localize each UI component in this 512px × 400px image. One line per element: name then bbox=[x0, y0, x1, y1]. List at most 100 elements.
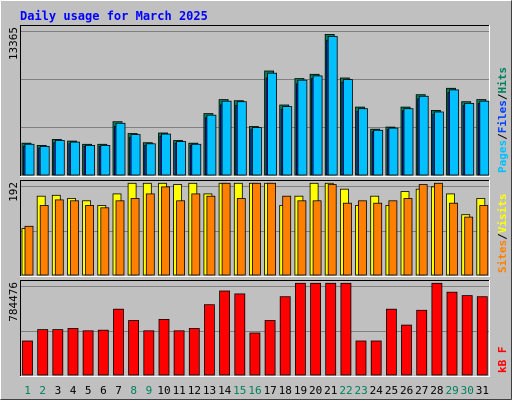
visitors-bar-sites-day-4 bbox=[70, 200, 79, 276]
requests-legend-item: / bbox=[496, 133, 509, 140]
volume-bar-kb-f-day-6 bbox=[97, 329, 109, 376]
visitors-bar-sites-day-31 bbox=[479, 205, 489, 276]
day-label: 5 bbox=[85, 384, 92, 397]
volume-bar-kb-f-day-28 bbox=[431, 282, 443, 376]
volume-panel: 784476 kB F bbox=[7, 280, 509, 377]
requests-bar-pages-day-31 bbox=[479, 100, 490, 176]
visitors-bar-sites-day-28 bbox=[433, 182, 443, 276]
volume-bar-kb-f-day-23 bbox=[355, 340, 367, 376]
requests-bar-pages-day-4 bbox=[70, 141, 80, 176]
volume-bar-kb-f-day-11 bbox=[173, 330, 185, 376]
day-label: 3 bbox=[55, 384, 62, 397]
day-label: 4 bbox=[70, 384, 77, 397]
volume-bar-kb-f-day-15 bbox=[234, 293, 246, 376]
visitors-bar-sites-day-3 bbox=[54, 199, 64, 276]
volume-legend: kB F bbox=[496, 347, 509, 374]
requests-legend: Pages/Files/Hits bbox=[496, 67, 509, 173]
requests-bar-pages-day-30 bbox=[464, 103, 475, 176]
requests-ymax-label: 13365 bbox=[7, 27, 20, 60]
visitors-ymax-label: 192 bbox=[7, 182, 20, 202]
requests-bar-pages-day-13 bbox=[206, 114, 217, 176]
requests-bar-pages-day-16 bbox=[251, 127, 262, 176]
day-label: 8 bbox=[130, 384, 137, 397]
volume-bar-kb-f-day-29 bbox=[446, 291, 458, 376]
day-label: 27 bbox=[415, 384, 428, 397]
volume-bar-kb-f-day-12 bbox=[188, 328, 200, 376]
day-label: 26 bbox=[400, 384, 413, 397]
day-label: 11 bbox=[173, 384, 186, 397]
visitors-panel: 192 Sites/Visits bbox=[7, 180, 509, 277]
visitors-bar-sites-day-16 bbox=[251, 182, 261, 276]
requests-bar-pages-day-6 bbox=[100, 144, 111, 176]
visitors-bar-sites-day-12 bbox=[191, 193, 201, 276]
day-label: 15 bbox=[233, 384, 246, 397]
day-label: 19 bbox=[294, 384, 307, 397]
volume-bar-kb-f-day-24 bbox=[370, 340, 382, 376]
day-label: 30 bbox=[461, 384, 474, 397]
day-label: 13 bbox=[203, 384, 216, 397]
volume-bar-kb-f-day-7 bbox=[113, 308, 124, 376]
requests-bar-pages-day-21 bbox=[327, 36, 338, 176]
day-label: 14 bbox=[218, 384, 232, 397]
requests-legend-item: Hits bbox=[496, 67, 509, 94]
volume-bar-kb-f-day-25 bbox=[385, 308, 397, 376]
requests-bar-pages-day-10 bbox=[161, 133, 171, 176]
volume-bar-kb-f-day-30 bbox=[461, 295, 473, 376]
day-label: 21 bbox=[324, 384, 337, 397]
requests-bar-pages-day-5 bbox=[85, 144, 95, 176]
day-label: 6 bbox=[100, 384, 107, 397]
day-label: 7 bbox=[115, 384, 122, 397]
day-label: 2 bbox=[39, 384, 46, 397]
volume-bar-kb-f-day-26 bbox=[401, 324, 412, 376]
visitors-bar-sites-day-1 bbox=[24, 225, 34, 276]
requests-bar-pages-day-3 bbox=[54, 140, 65, 176]
volume-bar-kb-f-day-13 bbox=[203, 304, 215, 376]
requests-legend-item: Files bbox=[496, 100, 509, 133]
volume-bar-kb-f-day-10 bbox=[158, 318, 170, 376]
visitors-bar-sites-day-10 bbox=[161, 186, 170, 276]
requests-bar-pages-day-2 bbox=[39, 145, 50, 176]
visitors-bar-sites-day-17 bbox=[267, 182, 277, 276]
volume-bar-kb-f-day-2 bbox=[37, 329, 49, 376]
visitors-bar-sites-day-9 bbox=[145, 193, 155, 276]
visitors-bar-sites-day-20 bbox=[312, 200, 322, 276]
requests-bar-pages-day-24 bbox=[373, 129, 384, 176]
visitors-bar-sites-day-22 bbox=[342, 202, 352, 276]
volume-bar-kb-f-day-16 bbox=[249, 332, 261, 376]
volume-bar-kb-f-day-8 bbox=[128, 320, 140, 376]
requests-bar-pages-day-9 bbox=[145, 143, 156, 176]
visitors-bar-sites-day-26 bbox=[403, 198, 413, 276]
volume-bar-kb-f-day-22 bbox=[340, 282, 352, 376]
day-label: 18 bbox=[279, 384, 292, 397]
visitors-legend-item: Visits bbox=[496, 194, 509, 234]
volume-bar-kb-f-day-19 bbox=[294, 282, 306, 376]
requests-bar-pages-day-8 bbox=[130, 134, 141, 176]
day-label: 28 bbox=[430, 384, 443, 397]
requests-bar-pages-day-17 bbox=[267, 72, 278, 176]
visitors-bar-sites-day-23 bbox=[358, 200, 367, 276]
day-label: 10 bbox=[157, 384, 170, 397]
visitors-legend: Sites/Visits bbox=[496, 194, 509, 274]
volume-bar-kb-f-day-27 bbox=[416, 309, 428, 376]
visitors-bar-sites-day-21 bbox=[327, 184, 337, 276]
volume-bar-kb-f-day-20 bbox=[310, 282, 322, 376]
visitors-bar-sites-day-8 bbox=[130, 198, 140, 276]
visitors-bar-sites-day-29 bbox=[449, 202, 458, 276]
day-label: 23 bbox=[354, 384, 367, 397]
visitors-bar-sites-day-25 bbox=[388, 200, 398, 276]
volume-bar-kb-f-day-4 bbox=[67, 328, 79, 376]
volume-ymax-label: 784476 bbox=[7, 282, 20, 322]
volume-bar-kb-f-day-18 bbox=[279, 296, 291, 376]
volume-bar-kb-f-day-21 bbox=[325, 282, 337, 376]
visitors-bar-sites-day-15 bbox=[236, 198, 246, 276]
requests-bar-pages-day-27 bbox=[418, 95, 429, 176]
visitors-bar-sites-day-27 bbox=[418, 184, 428, 276]
day-label: 20 bbox=[309, 384, 322, 397]
volume-bar-kb-f-day-14 bbox=[219, 290, 231, 376]
requests-bar-pages-day-19 bbox=[297, 79, 308, 176]
visitors-bar-sites-day-30 bbox=[464, 216, 474, 276]
requests-legend-item: / bbox=[496, 93, 509, 100]
volume-bar-kb-f-day-9 bbox=[143, 330, 155, 376]
visitors-bar-sites-day-18 bbox=[282, 195, 292, 276]
requests-bar-pages-day-18 bbox=[282, 106, 293, 176]
